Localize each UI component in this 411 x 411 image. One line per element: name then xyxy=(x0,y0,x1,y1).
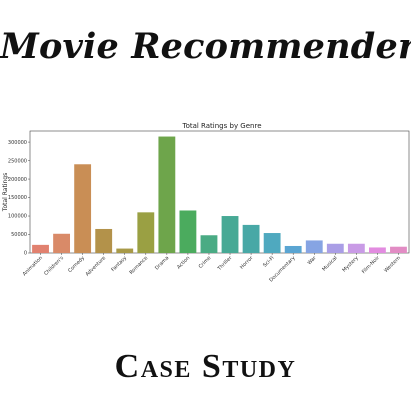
x-tick-label: Mystery xyxy=(341,255,359,273)
x-tick-label: Children's xyxy=(43,255,65,277)
plot-frame xyxy=(29,130,410,254)
y-tick-label: 250000 xyxy=(8,158,27,164)
y-axis-ticks: 0 50000 100000 150000 200000 250000 300000 xyxy=(8,140,30,257)
x-tick-label: Musical xyxy=(321,255,338,272)
x-tick-label: Adventure xyxy=(85,255,108,278)
bar xyxy=(347,243,365,253)
bar xyxy=(242,224,260,253)
bar xyxy=(74,164,92,253)
bar xyxy=(305,240,323,253)
x-tick-label: War xyxy=(307,255,319,267)
page-title: Movie Recommender xyxy=(0,26,411,67)
bar xyxy=(390,246,407,253)
plot-border xyxy=(29,130,410,254)
x-tick-label: Action xyxy=(176,255,191,270)
bar xyxy=(95,228,113,253)
genre-ratings-chart: Total Ratings by Genre Total Ratings 0 50… xyxy=(2,122,410,283)
bar xyxy=(32,244,49,253)
x-tick-label: Thriller xyxy=(216,255,234,273)
bar xyxy=(263,233,281,253)
bar xyxy=(158,136,176,253)
x-tick-label: Sci-Fi xyxy=(262,255,275,268)
bar xyxy=(200,235,218,253)
y-tick-label: 150000 xyxy=(8,195,27,201)
x-tick-label: Comedy xyxy=(67,255,86,274)
x-tick-label: Horror xyxy=(239,255,255,271)
x-tick-label: Fantasy xyxy=(110,255,128,273)
x-tick-label: Drama xyxy=(154,255,170,271)
y-tick-label: 0 xyxy=(24,251,27,257)
y-axis-title: Total Ratings xyxy=(2,173,9,212)
y-tick-label: 200000 xyxy=(8,177,27,183)
y-tick-label: 50000 xyxy=(11,232,27,238)
bar xyxy=(137,212,155,253)
bar xyxy=(116,248,134,253)
x-tick-label: Western xyxy=(383,255,402,274)
bar xyxy=(221,216,239,253)
bar xyxy=(179,210,197,253)
x-tick-label: Film-Noir xyxy=(361,255,382,276)
bar-series xyxy=(32,136,407,253)
y-tick-label: 100000 xyxy=(8,214,27,220)
bar xyxy=(368,247,386,253)
x-tick-label: Romance xyxy=(129,255,150,276)
bar xyxy=(284,245,302,253)
bar xyxy=(326,243,344,253)
x-tick-label: Animation xyxy=(22,255,44,277)
bar xyxy=(53,233,71,253)
x-tick-label: Crime xyxy=(198,255,213,270)
page-subtitle: Case Study xyxy=(114,348,297,385)
y-tick-label: 300000 xyxy=(8,140,27,146)
chart-title: Total Ratings by Genre xyxy=(181,122,261,130)
